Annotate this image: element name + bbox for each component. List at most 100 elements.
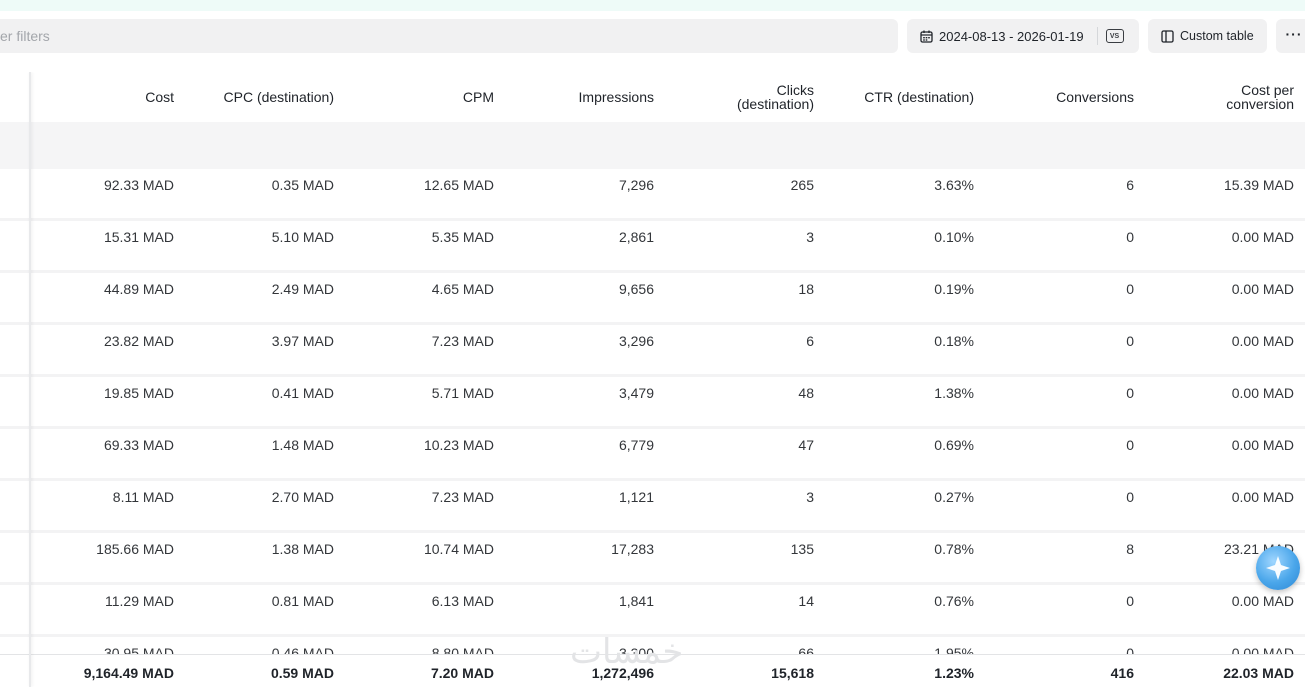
- cell-impressions: 7,296: [618, 177, 654, 193]
- total-clicks: 15,618: [771, 665, 814, 681]
- row-divider: [0, 478, 1305, 481]
- custom-table-button[interactable]: Custom table: [1148, 19, 1267, 53]
- data-table: Cost CPC (destination) CPM Impressions Click…: [0, 72, 1305, 687]
- cell-clicks: 14: [798, 593, 814, 609]
- cell-cost: 8.11 MAD: [112, 489, 174, 505]
- date-range-picker[interactable]: 2024-08-13 - 2026-01-19 VS: [907, 19, 1139, 53]
- cell-conversions: 0: [1126, 489, 1134, 505]
- cell-cost_per_conversion: 0.00 MAD: [1231, 281, 1294, 297]
- column-header-cost[interactable]: Cost: [24, 72, 174, 122]
- table-row[interactable]: 23.82 MAD 3.97 MAD 7.23 MAD 3,296 6 0.18% 0 0.0…: [0, 325, 1305, 374]
- total-conversions: 416: [1110, 665, 1134, 681]
- row-divider: [0, 270, 1305, 273]
- column-header-cost_per_conversion[interactable]: Cost per conversion: [1144, 72, 1294, 122]
- row-divider: [0, 582, 1305, 585]
- total-impressions: 1,272,496: [591, 665, 654, 681]
- divider: [1096, 27, 1098, 45]
- column-header-conversions[interactable]: Conversions: [984, 72, 1134, 122]
- column-header-label: CTR (destination): [864, 89, 974, 105]
- columns-icon: [1161, 29, 1174, 43]
- cell-ctr: 0.76%: [934, 593, 974, 609]
- table-row[interactable]: 8.11 MAD 2.70 MAD 7.23 MAD 1,121 3 0.27% 0 0.00…: [0, 481, 1305, 530]
- cell-cpc: 2.49 MAD: [271, 281, 334, 297]
- cell-impressions: 17,283: [611, 541, 654, 557]
- cell-cost_per_conversion: 0.00 MAD: [1231, 437, 1294, 453]
- more-options-button[interactable]: ···: [1276, 19, 1305, 53]
- row-divider: [0, 530, 1305, 533]
- cell-cpc: 0.35 MAD: [271, 177, 334, 193]
- table-row[interactable]: 92.33 MAD 0.35 MAD 12.65 MAD 7,296 265 3.63% 6…: [0, 169, 1305, 218]
- filter-input[interactable]: er filters: [0, 19, 898, 53]
- cell-cpc: 1.38 MAD: [271, 541, 334, 557]
- table-row[interactable]: 185.66 MAD 1.38 MAD 10.74 MAD 17,283 135 0.78…: [0, 533, 1305, 582]
- table-header: Cost CPC (destination) CPM Impressions Click…: [0, 72, 1305, 122]
- cell-clicks: 47: [798, 437, 814, 453]
- cell-impressions: 3,296: [618, 333, 654, 349]
- cell-cpm: 10.74 MAD: [423, 541, 494, 557]
- column-header-cpm[interactable]: CPM: [344, 72, 494, 122]
- cell-cpc: 5.10 MAD: [271, 229, 334, 245]
- cell-cost: 69.33 MAD: [103, 437, 174, 453]
- frozen-column-divider: [29, 72, 31, 687]
- row-divider: [0, 426, 1305, 429]
- column-header-label: CPM: [462, 89, 494, 105]
- cell-impressions: 1,121: [618, 489, 654, 505]
- cell-ctr: 0.19%: [934, 281, 974, 297]
- cell-cpm: 5.35 MAD: [431, 229, 494, 245]
- cell-cost_per_conversion: 0.00 MAD: [1231, 229, 1294, 245]
- cell-impressions: 6,779: [618, 437, 654, 453]
- cell-cpc: 0.41 MAD: [271, 385, 334, 401]
- cell-conversions: 0: [1126, 333, 1134, 349]
- cell-cost_per_conversion: 0.00 MAD: [1231, 333, 1294, 349]
- cell-cost: 92.33 MAD: [103, 177, 174, 193]
- table-row[interactable]: 69.33 MAD 1.48 MAD 10.23 MAD 6,779 47 0.69% 0 0…: [0, 429, 1305, 478]
- column-header-label: Cost per: [1241, 82, 1294, 98]
- cell-ctr: 1.38%: [934, 385, 974, 401]
- table-row[interactable]: 44.89 MAD 2.49 MAD 4.65 MAD 9,656 18 0.19% 0 0.…: [0, 273, 1305, 322]
- total-ctr: 1.23%: [934, 665, 974, 681]
- column-header-label: CPC (destination): [223, 89, 335, 105]
- row-divider: [0, 322, 1305, 325]
- cell-cost: 15.31 MAD: [103, 229, 174, 245]
- cell-cpm: 6.13 MAD: [431, 593, 494, 609]
- cell-conversions: 0: [1126, 281, 1134, 297]
- toolbar: er filters 2024-08-13 - 2026-01-19 VS Cu…: [0, 11, 1305, 61]
- cell-cpm: 5.71 MAD: [431, 385, 494, 401]
- cell-ctr: 0.78%: [934, 541, 974, 557]
- cell-clicks: 265: [790, 177, 814, 193]
- column-header-ctr[interactable]: CTR (destination): [824, 72, 974, 122]
- cell-conversions: 0: [1126, 645, 1134, 661]
- cell-ctr: 0.69%: [934, 437, 974, 453]
- column-header-cpc[interactable]: CPC (destination): [184, 72, 335, 122]
- compare-toggle[interactable]: VS: [1105, 29, 1124, 43]
- cell-conversions: 0: [1126, 437, 1134, 453]
- assistant-star-icon[interactable]: [1256, 546, 1300, 590]
- totals-row: 9,164.49 MAD 0.59 MAD 7.20 MAD 1,272,496 15,…: [0, 654, 1305, 687]
- column-header-clicks[interactable]: Clicks (destination): [664, 72, 814, 122]
- cell-impressions: 3,479: [618, 385, 654, 401]
- table-subheader: [0, 122, 1305, 170]
- cell-cpm: 4.65 MAD: [431, 281, 494, 297]
- column-header-impressions[interactable]: Impressions: [504, 72, 654, 122]
- column-header-label: Cost: [145, 89, 174, 105]
- total-cost_per_conversion: 22.03 MAD: [1223, 665, 1294, 681]
- column-header-label: Clicks: [776, 82, 814, 98]
- cell-clicks: 3: [806, 229, 814, 245]
- cell-cost_per_conversion: 0.00 MAD: [1231, 385, 1294, 401]
- filter-placeholder: er filters: [0, 28, 50, 44]
- table-row[interactable]: 11.29 MAD 0.81 MAD 6.13 MAD 1,841 14 0.76% 0 0.…: [0, 585, 1305, 634]
- table-row[interactable]: 19.85 MAD 0.41 MAD 5.71 MAD 3,479 48 1.38% 0 0.…: [0, 377, 1305, 426]
- cell-cpm: 7.23 MAD: [431, 489, 494, 505]
- row-divider: [0, 374, 1305, 377]
- cell-conversions: 0: [1126, 229, 1134, 245]
- top-banner-strip: [0, 0, 1305, 11]
- table-row[interactable]: 15.31 MAD 5.10 MAD 5.35 MAD 2,861 3 0.10% 0 0.0…: [0, 221, 1305, 270]
- cell-cpc: 0.81 MAD: [271, 593, 334, 609]
- column-header-label: Conversions: [1056, 89, 1134, 105]
- row-divider: [0, 634, 1305, 637]
- calendar-icon: [920, 30, 933, 43]
- cell-conversions: 0: [1126, 385, 1134, 401]
- cell-impressions: 2,861: [618, 229, 654, 245]
- cell-cost: 44.89 MAD: [103, 281, 174, 297]
- total-cost: 9,164.49 MAD: [83, 665, 174, 681]
